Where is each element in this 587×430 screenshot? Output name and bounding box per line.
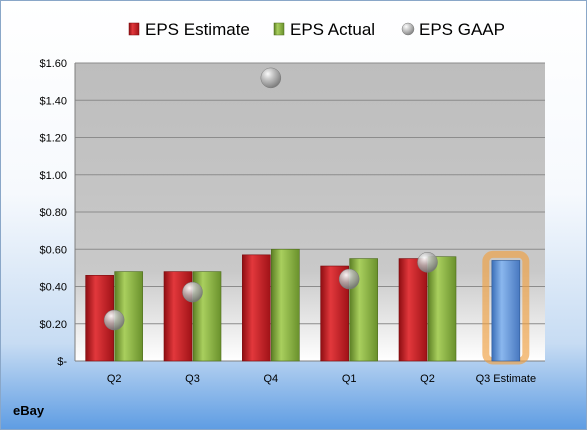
x-tick-label: Q2 [420,373,435,385]
y-tick-label: $0.40 [39,282,67,294]
eps-actual-bar [427,256,457,362]
y-tick-label: $0.20 [39,319,67,331]
legend-swatch-eps-actual [273,22,285,36]
x-tick-label: Q3 [185,373,200,385]
legend-label-eps-actual: EPS Actual [290,20,375,39]
eps-estimate-bar [398,258,428,362]
eps-estimate-forecast-bar [491,260,521,362]
y-tick-label: $1.20 [39,133,67,145]
x-tick-label: Q2 [107,373,122,385]
eps-gaap-bubble [182,281,203,303]
x-tick-label: Q4 [263,373,278,385]
eps-gaap-bubble [103,309,125,331]
eps-gaap-bubble [260,67,282,89]
company-name: eBay [13,403,45,418]
y-tick-label: $1.00 [39,170,67,182]
y-tick-label: $- [57,356,67,368]
y-tick-label: $1.60 [39,58,67,70]
y-tick-label: $0.60 [39,244,67,256]
legend-swatch-eps-gaap [401,22,415,36]
y-tick-label: $0.80 [39,207,67,219]
x-tick-label: Q3 Estimate [476,373,537,385]
eps-gaap-bubble [338,268,360,290]
legend-label-eps-estimate: EPS Estimate [145,20,250,39]
eps-actual-bar [271,248,300,362]
y-tick-label: $1.40 [39,95,67,107]
x-tick-label: Q1 [342,373,357,385]
legend-swatch-eps-estimate [128,22,140,36]
eps-estimate-bar [242,254,271,362]
legend-label-eps-gaap: EPS GAAP [419,20,505,39]
eps-gaap-bubble [417,252,438,273]
